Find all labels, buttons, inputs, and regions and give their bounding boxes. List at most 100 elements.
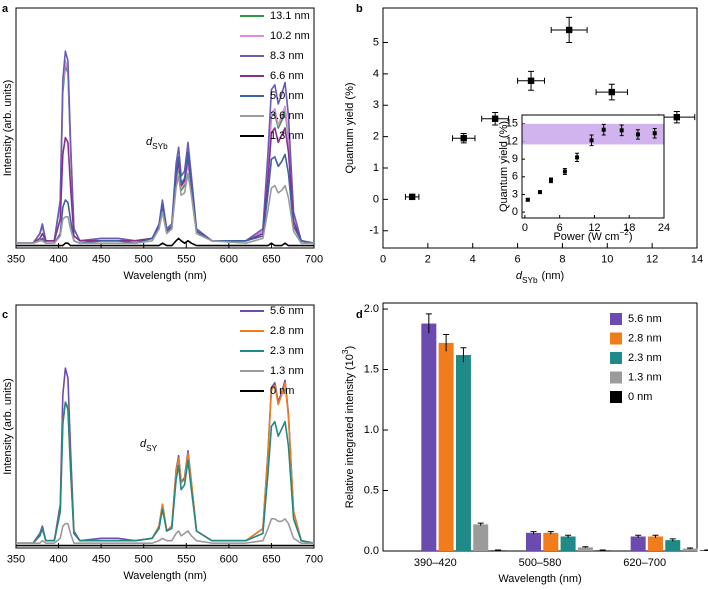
legend-label: 2.3 nm [628,352,662,364]
x-tick-label: 620–700 [623,557,666,569]
bar [473,524,489,551]
x-tick-label: 600 [220,553,238,565]
y-axis-label: Relative integrated intensity (103) [341,346,356,508]
panel-letter: c [2,309,8,321]
x-tick-label: 600 [220,253,238,265]
x-tick-label: 350 [7,553,25,565]
error-bar [669,538,676,542]
bar [577,547,593,551]
legend-label: 1.3 nm [628,371,662,383]
x-axis-label: Power (W cm−2) [553,228,632,243]
x-axis-label-part: ) [629,231,633,243]
x-tick-label: 6 [557,222,563,234]
x-tick-label: 24 [658,222,670,234]
y-tick-label: 0.0 [364,545,379,557]
error-bar [477,522,484,526]
annotation-part: SY [146,444,158,453]
error-bar [652,534,659,538]
x-tick-label: 390–420 [414,557,457,569]
legend-swatch [610,313,622,325]
y-axis-label-part: Relative integrated intensity (10 [344,354,356,508]
legend-swatch [610,332,622,345]
y-tick-label: -1 [369,225,379,237]
panel-letter: a [2,3,9,15]
annotation-part: d [140,438,147,450]
legend-label: 0 nm [270,385,294,397]
legend-label: 1.3 nm [270,365,304,377]
error-bar [530,531,537,535]
x-tick-label: 400 [49,253,67,265]
highlight-band [522,123,664,145]
legend-label: 5.0 nm [270,90,304,102]
legend-swatch [610,371,622,384]
x-tick-label: 0 [522,222,528,234]
y-tick-label: 2 [373,131,379,143]
x-tick-label: 700 [305,253,323,265]
legend-label: 1.3 nm [270,130,304,142]
x-tick-label: 550 [177,553,195,565]
legend-label: 10.2 nm [270,30,310,42]
legend-swatch [610,391,622,403]
spectrum-line [16,518,314,544]
error-bar [547,531,554,535]
x-tick-label: 700 [305,553,323,565]
error-bar [582,546,589,548]
bar [438,342,454,551]
data-point [562,169,567,174]
bar [699,550,708,551]
annotation-part: d [146,136,153,148]
annotation-part: SYb [152,142,168,151]
bar [647,536,663,551]
data-point [565,26,573,34]
error-bar [635,534,642,538]
x-axis-label: Wavelength (nm) [123,270,206,282]
y-tick-label: 2.0 [364,303,379,315]
legend-label: 6.6 nm [270,70,304,82]
data-point [635,132,640,137]
x-axis-label-part: SYb [522,276,538,285]
x-tick-label: 650 [262,553,280,565]
x-tick-label: 14 [691,253,703,265]
spectrum-line [16,401,315,544]
y-axis-label: Quantum yield (%) [344,82,356,173]
y-axis-label: Quantum yield (%) [498,121,510,212]
x-tick-label: 450 [92,253,110,265]
x-axis-label-part: Power (W cm [553,231,619,243]
x-tick-label: 4 [470,253,476,265]
legend-label: 2.3 nm [270,345,304,357]
y-tick-label: 1.5 [364,363,379,375]
x-tick-label: 12 [588,222,600,234]
y-tick-label: 4 [373,68,379,80]
error-bar [704,549,708,551]
y-tick-label: 3 [512,188,518,200]
y-tick-label: 5 [373,36,379,48]
bar [682,548,698,551]
data-point [537,190,542,195]
x-tick-label: 12 [646,253,658,265]
x-tick-label: 650 [262,253,280,265]
data-point [652,131,657,136]
data-point [525,197,530,202]
bar [526,532,541,551]
bar [421,323,437,551]
legend-label: 5.6 nm [270,305,304,317]
data-point [491,115,499,122]
data-point [460,134,467,142]
error-bar [460,347,467,363]
spectrum-line [16,237,314,247]
data-point [548,178,553,183]
y-tick-label: 0 [512,206,518,218]
legend-label: 2.8 nm [628,332,662,344]
data-point [408,193,416,201]
data-point [673,113,681,121]
annotation: dSY [140,438,158,453]
x-tick-label: 350 [7,253,25,265]
data-point [589,138,594,143]
x-axis-label-part: −2 [619,228,629,237]
y-tick-label: 0 [373,193,379,205]
y-axis-label-part: 3 [341,349,350,354]
legend-label: 8.3 nm [270,50,304,62]
x-axis-label: dSYb (nm) [516,270,564,285]
data-point [619,128,624,133]
legend-label: 0 nm [628,391,652,403]
